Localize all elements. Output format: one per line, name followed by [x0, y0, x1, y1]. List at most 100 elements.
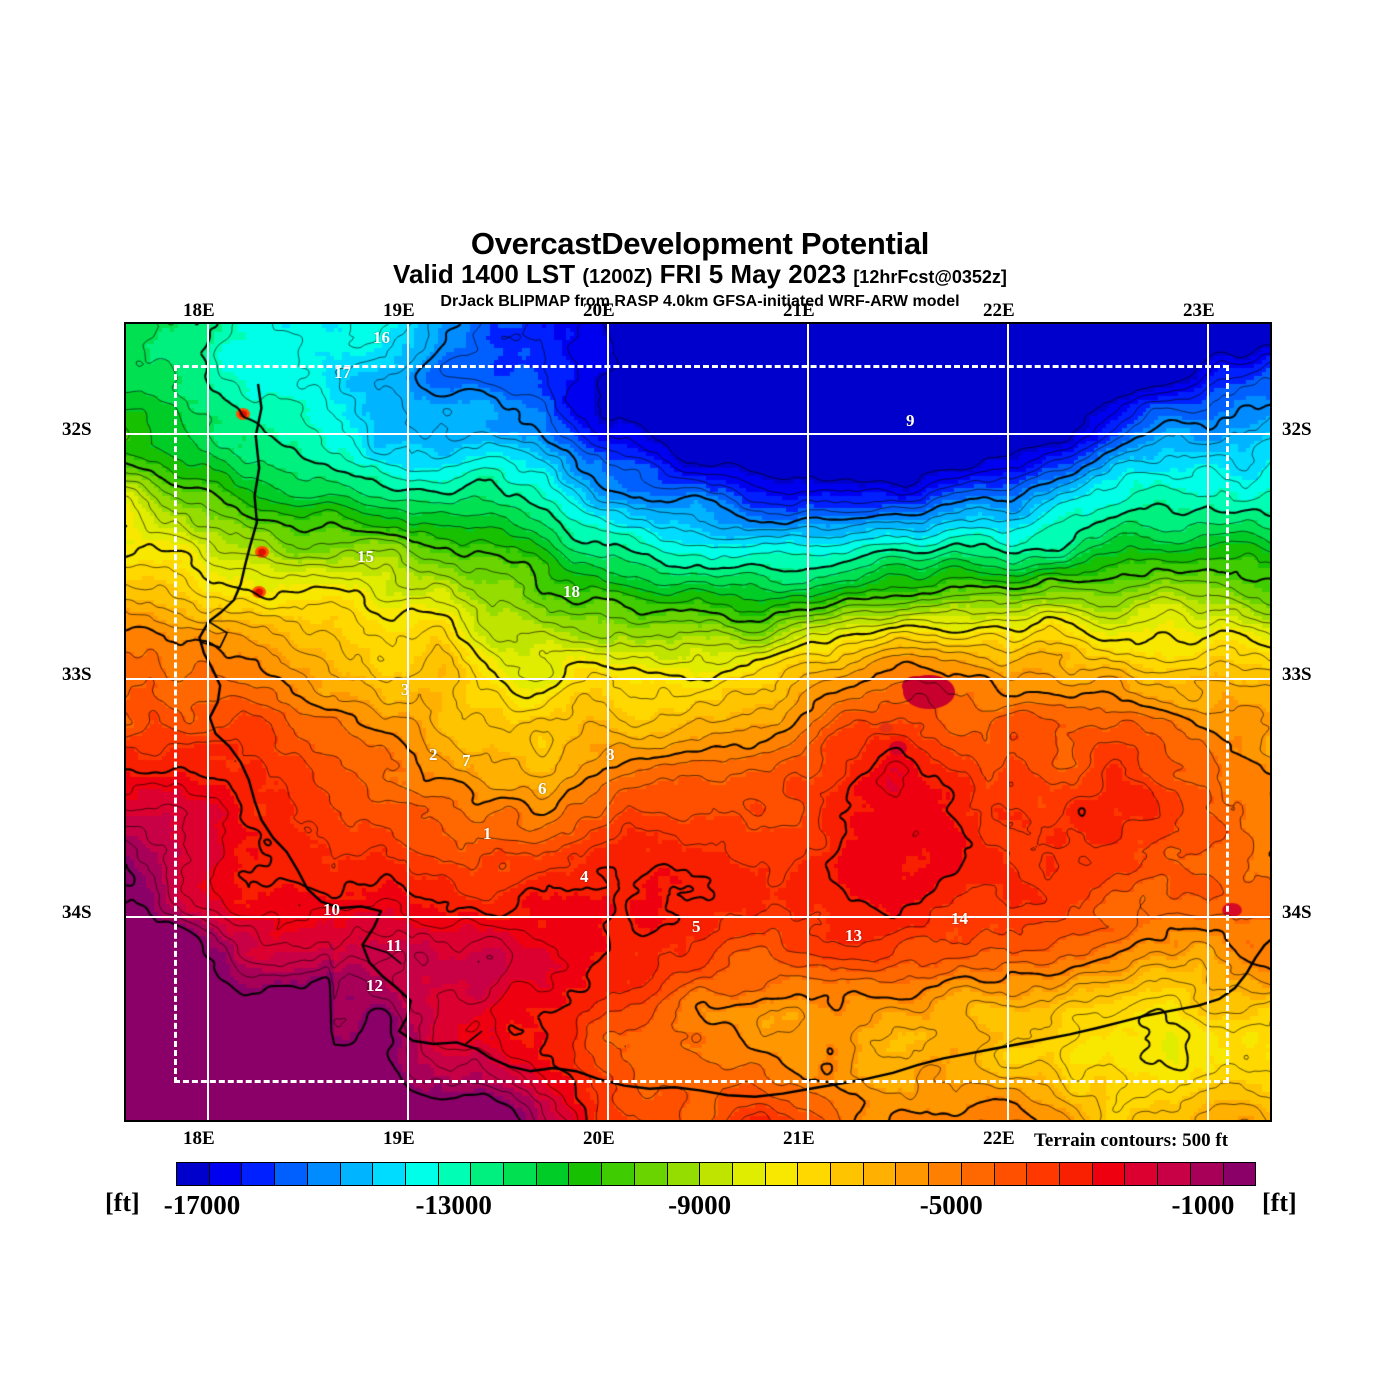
- lat-label-right-32S: 32S: [1282, 419, 1312, 440]
- colorbar-segment: [209, 1163, 243, 1185]
- colorbar-segment: [569, 1163, 603, 1185]
- lon-label-bottom-21E: 21E: [783, 1128, 815, 1149]
- colorbar-segment: [438, 1163, 472, 1185]
- site-marker-9[interactable]: 9: [906, 411, 915, 430]
- colorbar-tick: -5000: [919, 1190, 983, 1220]
- lat-label-right-33S: 33S: [1282, 664, 1312, 685]
- model-line: DrJack BLIPMAP from RASP 4.0km GFSA-init…: [440, 293, 960, 310]
- colorbar-segment: [1190, 1163, 1224, 1185]
- site-marker-8[interactable]: 8: [606, 745, 615, 764]
- colorbar-segment: [373, 1163, 406, 1185]
- site-marker-16[interactable]: 16: [373, 328, 390, 347]
- colorbar-segment: [896, 1163, 930, 1185]
- colorbar-segment: [1027, 1163, 1060, 1185]
- colorbar-segment: [994, 1163, 1028, 1185]
- colorbar-segment: [732, 1163, 766, 1185]
- site-marker-12[interactable]: 12: [366, 976, 383, 995]
- site-marker-17[interactable]: 17: [334, 363, 351, 382]
- lat-label-left-32S: 32S: [62, 419, 92, 440]
- colorbar-segment: [929, 1163, 962, 1185]
- lon-label-20E: 20E: [583, 300, 615, 321]
- gridline-lon-23E: [1207, 324, 1209, 1120]
- lon-label-18E: 18E: [183, 300, 215, 321]
- lon-label-bottom-20E: 20E: [583, 1128, 615, 1149]
- colorbar-segment: [634, 1163, 668, 1185]
- lon-label-bottom-22E: 22E: [983, 1128, 1015, 1149]
- valid-zulu: (1200Z): [582, 266, 653, 288]
- gridline-lon-20E: [607, 324, 609, 1120]
- site-marker-10[interactable]: 10: [323, 900, 340, 919]
- domain-boundary-box: [174, 365, 1229, 1083]
- colorbar-segment: [1092, 1163, 1126, 1185]
- site-marker-13[interactable]: 13: [845, 926, 862, 945]
- colorbar-unit-left: [ft]: [105, 1188, 140, 1217]
- colorbar-segment: [177, 1163, 210, 1185]
- colorbar-segment: [471, 1163, 505, 1185]
- gridline-lon-21E: [807, 324, 809, 1120]
- colorbar-segment: [1223, 1163, 1256, 1185]
- map-container[interactable]: 1 2 3 4 5 6 7 8 9 10 11 12 13 14 15 16 17 18 18E 19E 20E 21E…: [62, 300, 1312, 1151]
- site-marker-1[interactable]: 1: [483, 824, 492, 843]
- site-marker-15[interactable]: 15: [357, 547, 374, 566]
- colorbar-gradient: [176, 1162, 1256, 1186]
- lon-label-23E: 23E: [1183, 300, 1215, 321]
- valid-date: FRI 5 May 2023: [659, 259, 847, 289]
- colorbar-segment: [242, 1163, 276, 1185]
- colorbar-segment: [340, 1163, 374, 1185]
- colorbar-tick: -9000: [668, 1190, 732, 1220]
- terrain-heatmap-canvas: [126, 324, 1270, 1120]
- colorbar-tick: -1000: [1171, 1190, 1235, 1220]
- site-marker-6[interactable]: 6: [538, 779, 547, 798]
- valid-main: Valid 1400 LST: [393, 259, 576, 289]
- colorbar-segment: [700, 1163, 733, 1185]
- colorbar-segment: [275, 1163, 308, 1185]
- title-block: OvercastDevelopment Potential Valid 1400…: [0, 228, 1400, 312]
- forecast-tag: [12hrFcst@0352z]: [853, 267, 1007, 287]
- site-marker-11[interactable]: 11: [386, 936, 403, 955]
- site-marker-2[interactable]: 2: [429, 745, 438, 764]
- lat-label-left-34S: 34S: [62, 902, 92, 923]
- lon-label-21E: 21E: [783, 300, 815, 321]
- colorbar-segment: [1158, 1163, 1191, 1185]
- colorbar-segment: [504, 1163, 537, 1185]
- colorbar-segment: [765, 1163, 799, 1185]
- site-marker-5[interactable]: 5: [692, 917, 701, 936]
- lon-label-bottom-18E: 18E: [183, 1128, 215, 1149]
- colorbar-tick: -17000: [163, 1190, 241, 1220]
- terrain-contour-note: Terrain contours: 500 ft: [1034, 1130, 1229, 1151]
- gridline-lon-22E: [1007, 324, 1009, 1120]
- site-marker-18[interactable]: 18: [563, 582, 580, 601]
- gridline-lat-32S: [126, 433, 1270, 435]
- colorbar-segment: [307, 1163, 341, 1185]
- gridline-lon-18E: [207, 324, 209, 1120]
- colorbar-segment: [798, 1163, 832, 1185]
- lon-label-bottom-19E: 19E: [383, 1128, 415, 1149]
- lat-label-right-34S: 34S: [1282, 902, 1312, 923]
- page-title: OvercastDevelopment Potential: [470, 226, 930, 261]
- colorbar-segment: [831, 1163, 864, 1185]
- gridline-lat-34S: [126, 916, 1270, 918]
- site-marker-14[interactable]: 14: [951, 909, 968, 928]
- colorbar-segment: [602, 1163, 635, 1185]
- site-marker-7[interactable]: 7: [462, 751, 471, 770]
- colorbar-segment: [536, 1163, 570, 1185]
- colorbar-segment: [1125, 1163, 1159, 1185]
- lon-label-19E: 19E: [383, 300, 415, 321]
- colorbar-segment: [863, 1163, 897, 1185]
- gridline-lat-33S: [126, 678, 1270, 680]
- map-plot-area[interactable]: 1 2 3 4 5 6 7 8 9 10 11 12 13 14 15 16 17 18: [124, 322, 1272, 1122]
- colorbar-segment: [961, 1163, 995, 1185]
- valid-time-line: Valid 1400 LST (1200Z) FRI 5 May 2023 [1…: [0, 260, 1400, 292]
- colorbar-tick: -13000: [415, 1190, 492, 1220]
- colorbar-container: [ft] [ft] -17000 -13000 -9000 -5000 -1000: [0, 1158, 1400, 1238]
- colorbar-segment: [405, 1163, 439, 1185]
- gridline-lon-19E: [407, 324, 409, 1120]
- colorbar-segment: [667, 1163, 701, 1185]
- site-marker-4[interactable]: 4: [580, 867, 589, 886]
- lon-label-22E: 22E: [983, 300, 1015, 321]
- colorbar-segment: [1059, 1163, 1093, 1185]
- site-marker-3[interactable]: 3: [401, 680, 410, 699]
- colorbar-unit-right: [ft]: [1262, 1188, 1297, 1217]
- lat-label-left-33S: 33S: [62, 664, 92, 685]
